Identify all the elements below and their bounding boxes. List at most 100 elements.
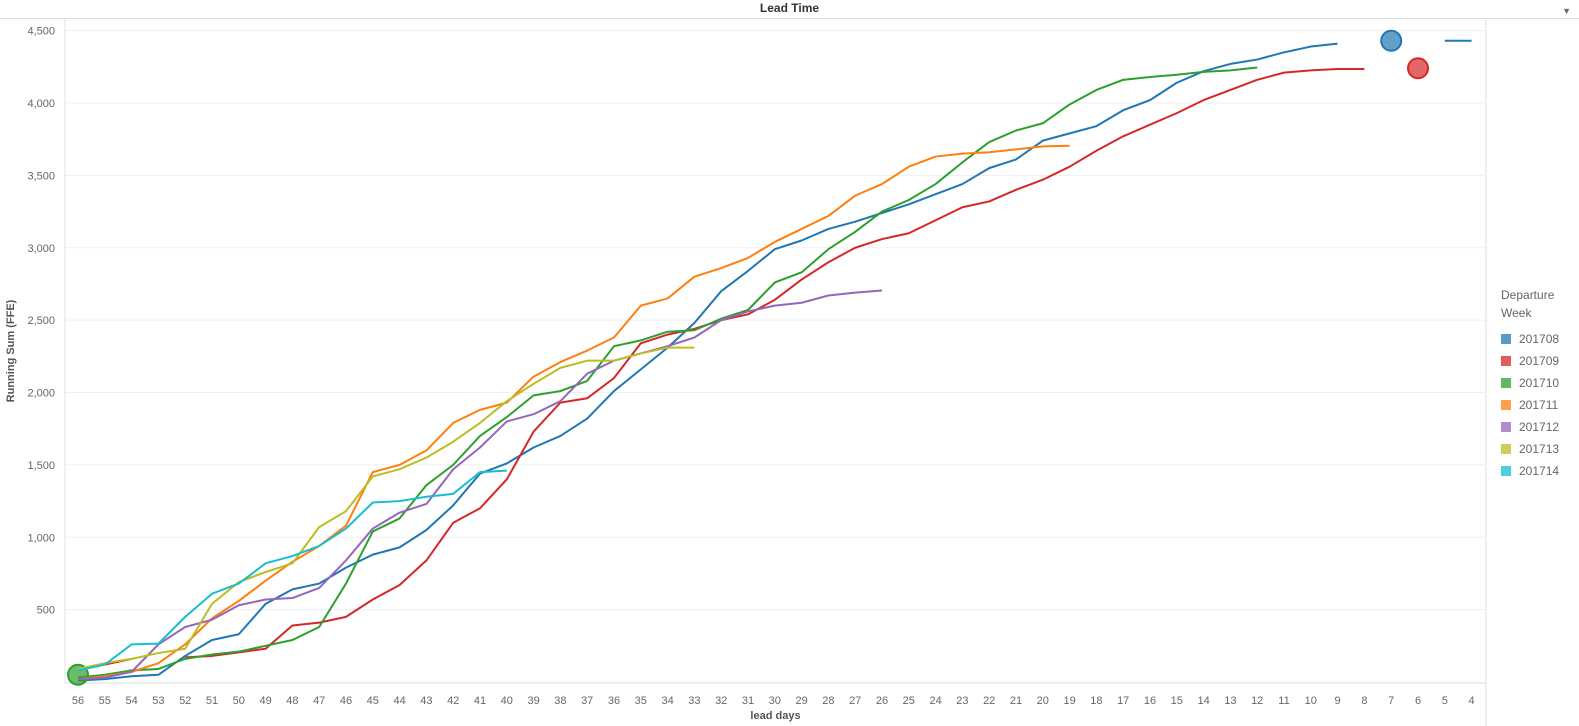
data-point-201709 <box>1308 67 1314 73</box>
legend-swatch <box>1501 356 1511 366</box>
x-tick-label: 9 <box>1335 695 1341 707</box>
data-point-201710 <box>557 388 563 394</box>
data-point-201713 <box>638 350 644 356</box>
data-point-201709 <box>1361 66 1367 72</box>
legend-item-201710[interactable]: 201710 <box>1501 372 1561 394</box>
data-point-201710 <box>799 269 805 275</box>
series-201714 <box>77 469 507 672</box>
data-point-201708 <box>852 219 858 225</box>
dropdown-triangle-icon[interactable]: ▼ <box>1562 6 1571 16</box>
data-point-201711 <box>1040 143 1046 149</box>
data-point-201710 <box>986 139 992 145</box>
data-point-201712 <box>397 510 403 516</box>
data-point-201710 <box>1147 74 1153 80</box>
x-tick-label: 16 <box>1144 695 1156 707</box>
y-tick-label: 4,000 <box>27 98 55 110</box>
x-tick-label: 35 <box>635 695 647 707</box>
data-point-201708 <box>691 320 697 326</box>
x-tick-label: 22 <box>983 695 995 707</box>
data-point-201710 <box>1093 87 1099 93</box>
data-point-201709 <box>825 259 831 265</box>
data-point-201710 <box>906 197 912 203</box>
data-point-201710 <box>289 637 295 643</box>
data-point-201711 <box>852 193 858 199</box>
data-point-201711 <box>933 154 939 160</box>
data-point-201708 <box>1013 156 1019 162</box>
data-point-201709 <box>289 623 295 629</box>
data-point-201708 <box>959 181 965 187</box>
data-point-201708 <box>1254 57 1260 63</box>
x-tick-label: 34 <box>661 695 673 707</box>
data-point-201708 <box>584 416 590 422</box>
data-point-201709 <box>959 204 965 210</box>
series-201710 <box>67 66 1258 686</box>
data-point-201712 <box>852 290 858 296</box>
legend-label: 201712 <box>1519 420 1560 434</box>
data-point-201711 <box>772 239 778 245</box>
legend-item-201712[interactable]: 201712 <box>1501 416 1561 438</box>
legend-item-201711[interactable]: 201711 <box>1501 394 1561 416</box>
data-point-201712 <box>289 595 295 601</box>
legend-item-201708[interactable]: 201708 <box>1501 328 1561 350</box>
x-tick-label: 56 <box>72 695 84 707</box>
x-tick-label: 17 <box>1117 695 1129 707</box>
legend-label: 201713 <box>1519 442 1560 456</box>
x-tick-label: 44 <box>393 695 405 707</box>
series-line-201710 <box>77 66 1258 679</box>
data-point-201709 <box>933 217 939 223</box>
x-tick-label: 5 <box>1442 695 1448 707</box>
data-point-201708 <box>1040 138 1046 144</box>
x-tick-label: 8 <box>1361 695 1367 707</box>
data-point-201714 <box>316 543 322 549</box>
data-point-201710 <box>397 515 403 521</box>
data-point-201710 <box>772 279 778 285</box>
x-tick-label: 32 <box>715 695 727 707</box>
data-point-201710 <box>182 656 188 662</box>
y-tick-label: 4,500 <box>27 26 55 38</box>
data-point-201714 <box>397 498 403 504</box>
data-point-201712 <box>825 293 831 299</box>
data-point-201709 <box>1067 164 1073 170</box>
series-line-201713 <box>77 346 695 670</box>
series-201712 <box>77 289 883 681</box>
data-point-201709 <box>1174 110 1180 116</box>
x-tick-label: 46 <box>340 695 352 707</box>
data-point-201709 <box>1120 133 1126 139</box>
data-point-201711 <box>718 265 724 271</box>
chart-title: Lead Time <box>759 1 820 15</box>
legend-item-201713[interactable]: 201713 <box>1501 438 1561 460</box>
data-point-201713 <box>289 560 295 566</box>
x-tick-label: 15 <box>1171 695 1183 707</box>
data-point-201714 <box>209 591 215 597</box>
data-point-201708 <box>1335 41 1341 47</box>
x-tick-label: 55 <box>99 695 111 707</box>
data-point-201712 <box>504 418 510 424</box>
data-point-201710 <box>1174 72 1180 78</box>
data-point-201713 <box>209 601 215 607</box>
data-point-201709 <box>1335 66 1341 72</box>
data-point-201713 <box>370 473 376 479</box>
data-point-201713 <box>155 650 161 656</box>
data-point-201712 <box>745 308 751 314</box>
x-tick-label: 48 <box>286 695 298 707</box>
data-point-201709 <box>477 505 483 511</box>
data-point-201708 <box>1147 97 1153 103</box>
data-point-201708 <box>1308 44 1314 50</box>
x-tick-label: 53 <box>152 695 164 707</box>
data-point-201708 <box>933 191 939 197</box>
data-point-201708 <box>745 268 751 274</box>
legend: Departure Week 201708 201709 201710 201711 2… <box>1501 286 1561 482</box>
data-point-201711 <box>825 213 831 219</box>
data-point-201710 <box>584 378 590 384</box>
x-tick-label: 20 <box>1037 695 1049 707</box>
data-point-201711 <box>799 226 805 232</box>
legend-item-201714[interactable]: 201714 <box>1501 460 1561 482</box>
legend-item-201709[interactable]: 201709 <box>1501 350 1561 372</box>
data-point-201709 <box>504 476 510 482</box>
series-line-201711 <box>77 144 1070 681</box>
data-point-201711 <box>691 274 697 280</box>
data-point-201713 <box>263 569 269 575</box>
y-tick-label: 2,000 <box>27 388 55 400</box>
data-point-201708 <box>986 165 992 171</box>
